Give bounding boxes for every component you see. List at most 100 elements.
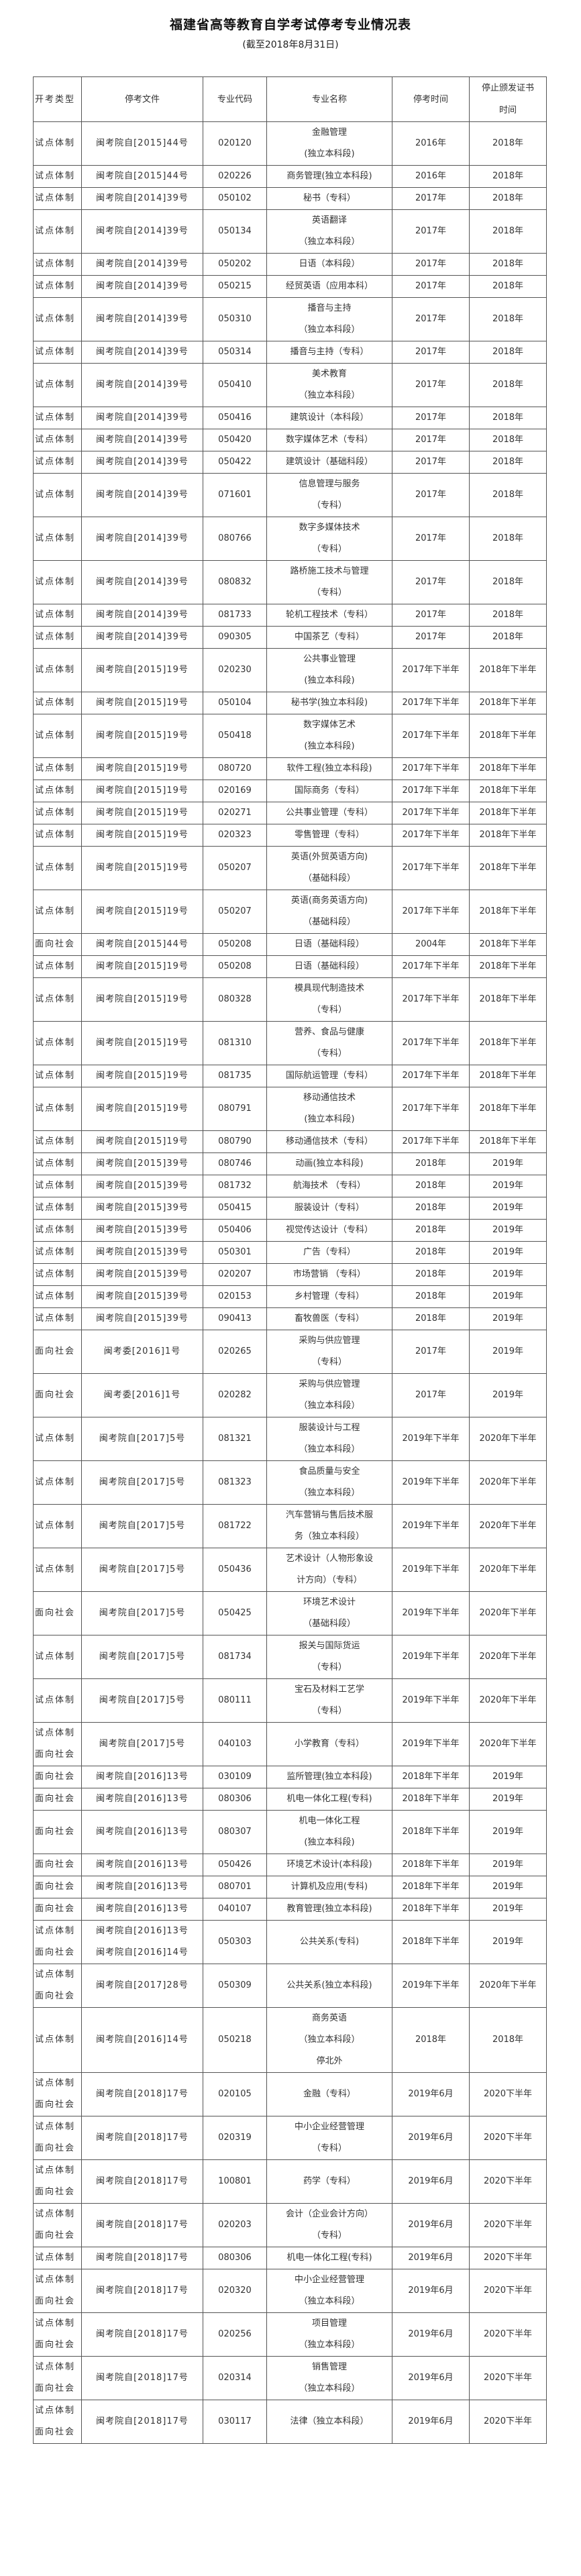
table-row: 试点体制 闽考院自[2015]19号 050207 英语(商务英语方向) （基础科段）… bbox=[33, 890, 547, 934]
exam-type-cell: 面向社会 bbox=[33, 1854, 82, 1876]
major-name-cell: 销售管理 （独立本科段） bbox=[266, 2356, 392, 2400]
certificate-stop-time-cell: 2020年下半年 bbox=[469, 1548, 547, 1592]
major-name-cell: 服装设计与工程 （独立本科段） bbox=[266, 1417, 392, 1461]
certificate-stop-time-cell: 2020下半年 bbox=[469, 2072, 547, 2116]
suspended-majors-table: 开考类型 停考文件 专业代码 专业名称 停考时间 停止颁发证书 时间 试点体制闽… bbox=[33, 76, 547, 2444]
document-cell: 闽考委[2016]1号 bbox=[81, 1330, 203, 1374]
stop-time-cell: 2016年 bbox=[392, 121, 470, 166]
exam-type-cell: 试点体制 bbox=[33, 802, 82, 824]
document-cell: 闽考院自[2015]39号 bbox=[81, 1241, 203, 1264]
major-code-cell: 080746 bbox=[203, 1152, 267, 1175]
certificate-stop-time-cell: 2018年 bbox=[469, 473, 547, 517]
major-name-cell: 商务英语 （独立本科段） 停北外 bbox=[266, 2007, 392, 2073]
stop-time-cell: 2019年6月 bbox=[392, 2159, 470, 2204]
certificate-stop-time-cell: 2020下半年 bbox=[469, 2400, 547, 2444]
certificate-stop-time-cell: 2019年 bbox=[469, 1285, 547, 1308]
major-name-cell: 中小企业经营管理 （专科） bbox=[266, 2116, 392, 2160]
document-cell: 闽考院自[2014]39号 bbox=[81, 407, 203, 429]
major-name-cell: 会计（企业会计方向） （专科） bbox=[266, 2203, 392, 2247]
stop-time-cell: 2018年下半年 bbox=[392, 1766, 470, 1788]
major-code-cell: 020323 bbox=[203, 824, 267, 847]
major-name-cell: 环境艺术设计 （基础科段） bbox=[266, 1591, 392, 1635]
stop-time-cell: 2019年下半年 bbox=[392, 1635, 470, 1679]
table-row: 试点体制 闽考院自[2014]39号 080766 数字多媒体技术 （专科） 2017年… bbox=[33, 517, 547, 561]
document-cell: 闽考院自[2016]13号 bbox=[81, 1876, 203, 1898]
stop-time-cell: 2018年下半年 bbox=[392, 1854, 470, 1876]
major-name-cell: 视觉传达设计（专科） bbox=[266, 1219, 392, 1242]
table-row: 试点体制 闽考院自[2015]19号 081735 国际航运管理（专科） 2017年下半… bbox=[33, 1065, 547, 1087]
exam-type-cell: 试点体制 bbox=[33, 1460, 82, 1505]
stop-time-cell: 2017年 bbox=[392, 363, 470, 407]
exam-type-cell: 试点体制 bbox=[33, 1548, 82, 1592]
stop-time-cell: 2019年下半年 bbox=[392, 1964, 470, 2008]
stop-time-cell: 2017年 bbox=[392, 473, 470, 517]
certificate-stop-time-cell: 2019年 bbox=[469, 1766, 547, 1788]
document-cell: 闽考院自[2016]13号 bbox=[81, 1898, 203, 1921]
header-stop-time: 停考时间 bbox=[392, 76, 470, 122]
exam-type-cell: 试点体制 面向社会 bbox=[33, 2400, 82, 2444]
document-cell: 闽考院自[2017]5号 bbox=[81, 1678, 203, 1723]
major-code-cell: 050425 bbox=[203, 1591, 267, 1635]
document-cell: 闽考院自[2017]5号 bbox=[81, 1722, 203, 1766]
page-subtitle: (截至2018年8月31日) bbox=[242, 40, 339, 50]
certificate-stop-time-cell: 2019年 bbox=[469, 1788, 547, 1811]
certificate-stop-time-cell: 2018年下半年 bbox=[469, 933, 547, 956]
major-name-cell: 宝石及材料工艺学 （专科） bbox=[266, 1678, 392, 1723]
major-code-cell: 081722 bbox=[203, 1504, 267, 1548]
exam-type-cell: 试点体制 bbox=[33, 1635, 82, 1679]
certificate-stop-time-cell: 2020下半年 bbox=[469, 2116, 547, 2160]
certificate-stop-time-cell: 2019年 bbox=[469, 1920, 547, 1964]
major-code-cell: 050309 bbox=[203, 1964, 267, 2008]
major-name-cell: 市场营销 （专科） bbox=[266, 1263, 392, 1286]
major-code-cell: 030109 bbox=[203, 1766, 267, 1788]
exam-type-cell: 试点体制 面向社会 bbox=[33, 1920, 82, 1964]
stop-time-cell: 2018年 bbox=[392, 1285, 470, 1308]
stop-time-cell: 2017年 bbox=[392, 1373, 470, 1417]
exam-type-cell: 试点体制 bbox=[33, 2247, 82, 2269]
certificate-stop-time-cell: 2018年 bbox=[469, 407, 547, 429]
document-cell: 闽考院自[2017]5号 bbox=[81, 1460, 203, 1505]
major-name-cell: 数字媒体艺术（专科） bbox=[266, 429, 392, 451]
major-code-cell: 050314 bbox=[203, 341, 267, 364]
table-row: 试点体制 闽考院自[2014]39号 071601 信息管理与服务 （专科） 2017年… bbox=[33, 473, 547, 517]
major-code-cell: 080328 bbox=[203, 977, 267, 1022]
exam-type-cell: 面向社会 bbox=[33, 1788, 82, 1811]
exam-type-cell: 试点体制 bbox=[33, 429, 82, 451]
major-code-cell: 081733 bbox=[203, 604, 267, 627]
table-row: 试点体制 闽考院自[2015]39号 080746 动画(独立本科段) 2018年 201… bbox=[33, 1152, 547, 1175]
major-name-cell: 法律（独立本科段） bbox=[266, 2400, 392, 2444]
stop-time-cell: 2017年下半年 bbox=[392, 1087, 470, 1131]
major-code-cell: 050218 bbox=[203, 2007, 267, 2073]
exam-type-cell: 试点体制 bbox=[33, 451, 82, 474]
table-row: 试点体制 面向社会 闽考院自[2018]17号 020256 项目管理 （独立本科段）… bbox=[33, 2312, 547, 2357]
document-cell: 闽考院自[2015]39号 bbox=[81, 1152, 203, 1175]
stop-time-cell: 2018年下半年 bbox=[392, 1788, 470, 1811]
major-code-cell: 080307 bbox=[203, 1810, 267, 1854]
stop-time-cell: 2017年 bbox=[392, 275, 470, 298]
major-code-cell: 050202 bbox=[203, 253, 267, 276]
table-row: 试点体制 面向社会 闽考院自[2018]17号 030117 法律（独立本科段） 201… bbox=[33, 2400, 547, 2444]
exam-type-cell: 试点体制 bbox=[33, 626, 82, 649]
document-cell: 闽考院自[2015]44号 bbox=[81, 165, 203, 188]
table-row: 试点体制 闽考院自[2014]39号 090305 中国茶艺（专科） 2017年 2018… bbox=[33, 626, 547, 649]
major-code-cell: 050303 bbox=[203, 1920, 267, 1964]
exam-type-cell: 试点体制 bbox=[33, 363, 82, 407]
document-cell: 闽考院自[2014]39号 bbox=[81, 429, 203, 451]
document-cell: 闽考院自[2018]17号 bbox=[81, 2072, 203, 2116]
major-name-cell: 服装设计（专科） bbox=[266, 1197, 392, 1220]
stop-time-cell: 2019年下半年 bbox=[392, 1417, 470, 1461]
major-code-cell: 050418 bbox=[203, 714, 267, 758]
major-code-cell: 081732 bbox=[203, 1175, 267, 1197]
certificate-stop-time-cell: 2020年下半年 bbox=[469, 1504, 547, 1548]
table-row: 试点体制 闽考院自[2015]19号 050104 秘书学(独立本科段) 2017年下半… bbox=[33, 692, 547, 714]
major-name-cell: 机电一体化工程(专科) bbox=[266, 2247, 392, 2269]
document-cell: 闽考院自[2014]39号 bbox=[81, 604, 203, 627]
exam-type-cell: 试点体制 bbox=[33, 604, 82, 627]
document-cell: 闽考院自[2015]39号 bbox=[81, 1219, 203, 1242]
table-row: 面向社会 闽考院自[2016]13号 040107 教育管理(独立本科段) 2018年下… bbox=[33, 1898, 547, 1921]
major-name-cell: 航海技术 （专科） bbox=[266, 1175, 392, 1197]
table-row: 面向社会 闽考院自[2016]13号 050426 环境艺术设计(本科段) 2018年下… bbox=[33, 1854, 547, 1876]
exam-type-cell: 试点体制 bbox=[33, 757, 82, 780]
stop-time-cell: 2016年 bbox=[392, 165, 470, 188]
certificate-stop-time-cell: 2018年下半年 bbox=[469, 714, 547, 758]
